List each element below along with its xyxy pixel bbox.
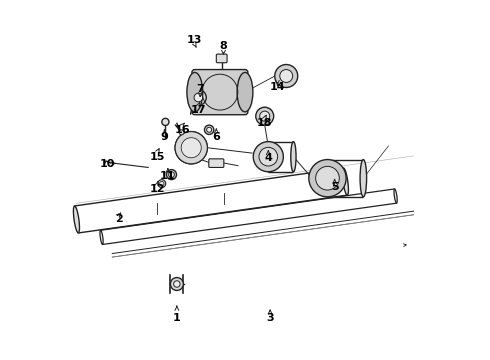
Ellipse shape [291,141,296,172]
Ellipse shape [237,72,253,112]
Text: 3: 3 [266,313,274,323]
Ellipse shape [173,281,180,287]
Text: 2: 2 [115,215,122,224]
Text: 18: 18 [257,118,272,128]
Text: 16: 16 [174,125,190,135]
Text: 13: 13 [187,35,202,45]
Ellipse shape [167,170,176,180]
Text: 7: 7 [196,84,204,94]
Text: 17: 17 [191,105,206,115]
Ellipse shape [187,72,203,112]
FancyBboxPatch shape [209,159,224,167]
Text: 6: 6 [212,132,220,142]
Ellipse shape [309,159,346,197]
Ellipse shape [191,90,206,105]
Text: 5: 5 [331,182,339,192]
Text: 11: 11 [160,171,175,181]
Ellipse shape [74,206,79,233]
Ellipse shape [360,159,367,197]
Ellipse shape [259,147,278,166]
FancyBboxPatch shape [192,69,248,115]
Text: 9: 9 [160,132,168,142]
Ellipse shape [175,132,207,164]
Ellipse shape [204,125,214,134]
Text: 12: 12 [149,184,165,194]
Ellipse shape [280,69,293,82]
Ellipse shape [316,166,339,190]
Ellipse shape [160,181,164,186]
Ellipse shape [169,172,174,177]
Ellipse shape [394,189,397,203]
Ellipse shape [207,127,212,132]
Ellipse shape [324,159,331,197]
Ellipse shape [256,107,274,125]
Ellipse shape [162,118,169,126]
Ellipse shape [158,180,166,188]
Ellipse shape [179,130,184,135]
Text: 1: 1 [173,313,181,323]
Ellipse shape [275,64,298,87]
Text: 14: 14 [270,82,285,92]
FancyBboxPatch shape [216,54,227,63]
Text: 10: 10 [99,159,115,169]
Text: 15: 15 [149,152,165,162]
Ellipse shape [171,278,183,291]
Ellipse shape [100,230,103,244]
Ellipse shape [181,138,201,158]
Ellipse shape [253,141,283,172]
Ellipse shape [343,168,348,195]
Ellipse shape [260,111,270,121]
Text: 8: 8 [220,41,227,50]
Ellipse shape [194,93,203,102]
Ellipse shape [266,141,271,172]
Text: 4: 4 [265,153,272,163]
Ellipse shape [175,132,207,164]
